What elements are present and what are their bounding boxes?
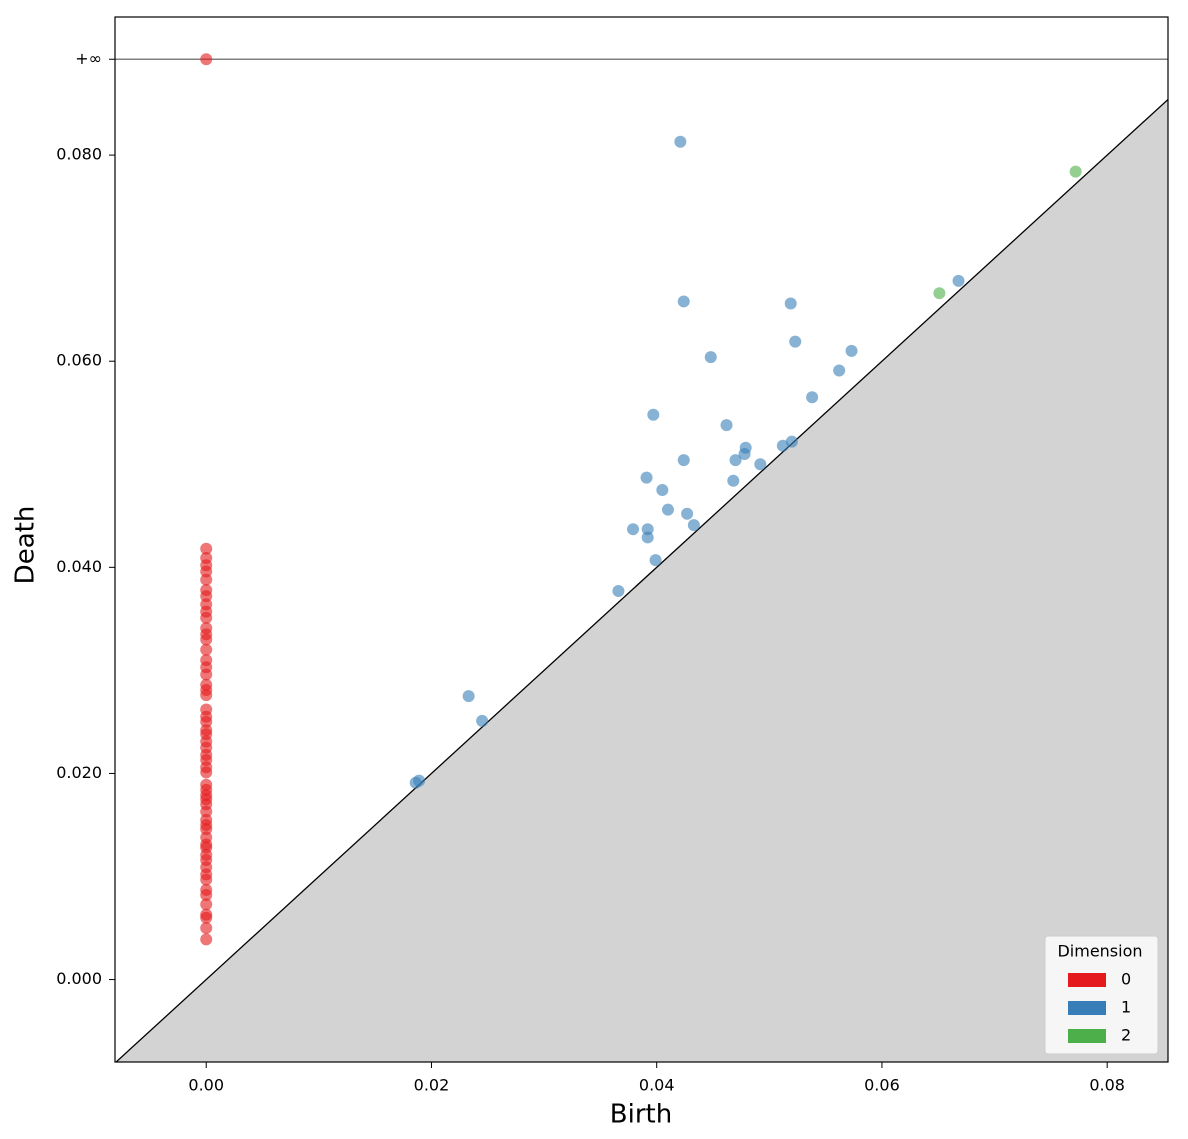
point (661, 503, 674, 516)
point (476, 714, 489, 727)
point (200, 552, 213, 565)
point (413, 774, 426, 787)
point (200, 778, 213, 791)
point (681, 507, 694, 520)
y-tick-label: 0.060 (56, 351, 102, 370)
plot-frame (114, 16, 1169, 1063)
point (200, 724, 213, 737)
legend-label: 0 (1121, 970, 1131, 989)
point (200, 922, 213, 935)
point (200, 573, 213, 586)
point (845, 344, 858, 357)
legend-label: 2 (1121, 1026, 1131, 1045)
point (627, 523, 640, 536)
legend-box (1044, 935, 1159, 1055)
point (612, 585, 625, 598)
point (806, 391, 819, 404)
point (727, 474, 740, 487)
point (200, 598, 213, 611)
point (687, 519, 700, 532)
point (200, 898, 213, 911)
point (784, 297, 797, 310)
legend-label: 1 (1121, 998, 1131, 1017)
point (704, 351, 717, 364)
point (200, 542, 213, 555)
point (720, 419, 733, 432)
point (200, 883, 213, 896)
point (200, 678, 213, 691)
x-tick-label: 0.04 (639, 1076, 675, 1095)
point (200, 831, 213, 844)
point (462, 690, 475, 703)
point (789, 335, 802, 348)
point (674, 135, 687, 148)
point (952, 274, 965, 287)
diagonal (115, 98, 1168, 1062)
x-tick-label: 0.00 (188, 1076, 224, 1095)
point (200, 583, 213, 596)
point (933, 287, 946, 300)
point (776, 439, 789, 452)
y-tick-label: 0.000 (56, 969, 102, 988)
y-axis-label: Death (11, 506, 41, 585)
point (200, 53, 213, 66)
point (641, 531, 654, 544)
point (640, 471, 653, 484)
point (656, 484, 669, 497)
y-tick-label: +∞ (75, 49, 102, 68)
legend-swatch (1068, 973, 1106, 987)
point (200, 813, 213, 826)
x-axis-label: Birth (610, 1100, 672, 1130)
point (200, 908, 213, 921)
x-tick-label: 0.08 (1089, 1076, 1125, 1095)
point (833, 364, 846, 377)
legend-swatch (1068, 1001, 1106, 1015)
legend-swatch (1068, 1029, 1106, 1043)
point (754, 458, 767, 471)
point (200, 703, 213, 716)
legend-title: Dimension (1057, 942, 1142, 961)
point (200, 643, 213, 656)
point (677, 295, 690, 308)
y-tick-label: 0.080 (56, 145, 102, 164)
point (200, 933, 213, 946)
x-tick-label: 0.06 (864, 1076, 900, 1095)
point (785, 435, 798, 448)
point (677, 454, 690, 467)
point (729, 454, 742, 467)
y-tick-label: 0.040 (56, 557, 102, 576)
y-tick-label: 0.020 (56, 763, 102, 782)
point (200, 622, 213, 635)
point (200, 654, 213, 667)
point (1069, 165, 1082, 178)
point (647, 408, 660, 421)
point (738, 447, 751, 460)
point (641, 523, 654, 536)
point (649, 554, 662, 567)
x-tick-label: 0.02 (414, 1076, 450, 1095)
